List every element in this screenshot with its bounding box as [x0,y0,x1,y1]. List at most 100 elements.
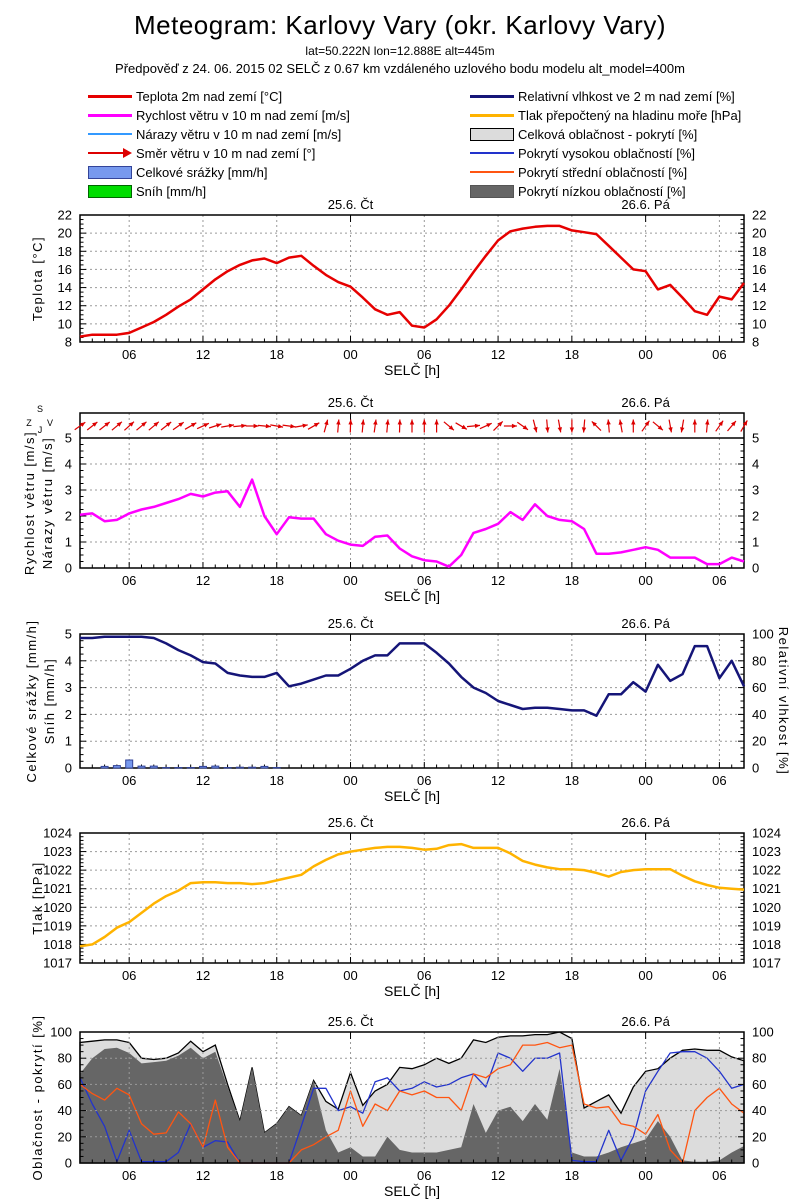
teplota-labels: 8 8 10 10 12 12 14 14 16 16 18 18 20 20 22 22 06 12 18 00 06… [30,197,766,378]
svg-text:1021: 1021 [752,881,781,896]
stredni-oblacnost-line [79,1041,745,1164]
svg-text:12: 12 [196,347,210,362]
svg-text:Rychlost větru [m/s]: Rychlost větru [m/s] [22,431,37,575]
svg-text:06: 06 [122,968,136,983]
svg-text:J: J [38,425,43,435]
svg-text:18: 18 [565,573,579,588]
svg-text:06: 06 [122,347,136,362]
srazky-border [79,633,745,769]
svg-text:20: 20 [752,226,766,241]
svg-text:12: 12 [491,968,505,983]
svg-text:12: 12 [491,347,505,362]
teplota-border [79,214,745,343]
svg-text:25.6. Čt: 25.6. Čt [328,395,374,410]
legend-swatch-line [470,94,514,98]
svg-text:00: 00 [638,573,652,588]
svg-text:18: 18 [565,968,579,983]
series [79,224,745,338]
svg-text:26.6. Pá: 26.6. Pá [621,197,670,212]
svg-text:1023: 1023 [43,844,72,859]
svg-text:00: 00 [343,573,357,588]
humidity-line [80,635,746,717]
svg-text:SELČ [h]: SELČ [h] [384,983,440,999]
cloud-lines [79,1041,745,1164]
svg-text:00: 00 [343,1168,357,1183]
legend-label: Sníh [mm/h] [136,184,207,199]
svg-text:100: 100 [752,1025,774,1040]
svg-text:Z: Z [26,418,32,428]
svg-text:2: 2 [752,509,759,524]
svg-text:60: 60 [58,1077,72,1092]
legend-swatch-line [470,152,514,154]
tlak-labels: 1017 1017 1018 1018 1019 1019 1020 1020 1021 1021… [30,815,781,999]
svg-text:4: 4 [65,457,72,472]
svg-text:Nárazy větru [m/s]: Nárazy větru [m/s] [40,437,55,569]
svg-text:12: 12 [752,298,766,313]
vitr-border [79,412,745,569]
legend-swatch-box [470,128,514,141]
svg-text:1018: 1018 [752,937,781,952]
svg-text:22: 22 [58,208,72,223]
arrow-head-icon [123,148,132,158]
cloud-areas [79,1031,745,1164]
vitr-axes [79,413,745,569]
legend-label: Relativní vlhkost ve 2 m nad zemí [%] [518,89,735,104]
legend-swatch-line [470,171,514,173]
svg-text:14: 14 [58,280,72,295]
svg-text:3: 3 [65,680,72,695]
legend: Teplota 2m nad zemí [°C] Rychlost větru v… [0,88,800,204]
svg-text:06: 06 [122,773,136,788]
svg-text:20: 20 [58,1129,72,1144]
svg-text:1: 1 [65,734,72,749]
svg-text:18: 18 [752,244,766,259]
legend-label: Celkové srážky [mm/h] [136,165,268,180]
svg-text:06: 06 [417,773,431,788]
svg-text:0: 0 [65,1156,72,1171]
svg-text:1017: 1017 [43,956,72,971]
series [79,842,745,948]
legend-swatch-box [88,185,132,198]
svg-text:18: 18 [270,573,284,588]
svg-text:12: 12 [196,968,210,983]
svg-text:Teplota [°C]: Teplota [°C] [30,236,45,321]
svg-text:1017: 1017 [752,956,781,971]
srazky-axes [79,633,745,769]
svg-text:20: 20 [752,734,766,749]
svg-text:60: 60 [752,680,766,695]
svg-text:06: 06 [712,968,726,983]
svg-text:25.6. Čt: 25.6. Čt [328,815,374,830]
oblacnost-axes [79,1031,745,1164]
tlak-axes [79,832,745,964]
svg-text:SELČ [h]: SELČ [h] [384,362,440,378]
svg-text:1024: 1024 [752,826,781,841]
svg-text:0: 0 [752,561,759,576]
svg-text:1: 1 [752,535,759,550]
svg-text:25.6. Čt: 25.6. Čt [328,197,374,212]
page-title: Meteogram: Karlovy Vary (okr. Karlovy Va… [133,10,667,40]
svg-text:06: 06 [122,1168,136,1183]
svg-text:1019: 1019 [43,918,72,933]
svg-text:1020: 1020 [43,900,72,915]
svg-text:1018: 1018 [43,937,72,952]
svg-text:06: 06 [417,968,431,983]
legend-label: Celková oblačnost - pokrytí [%] [518,127,698,142]
svg-text:SELČ [h]: SELČ [h] [384,788,440,804]
svg-text:40: 40 [58,1103,72,1118]
svg-text:18: 18 [58,244,72,259]
svg-text:80: 80 [752,1051,766,1066]
svg-text:06: 06 [122,573,136,588]
svg-text:2: 2 [65,707,72,722]
tlak-border [79,832,745,964]
legend-label: Nárazy větru v 10 m nad zemí [m/s] [136,127,342,142]
svg-text:18: 18 [270,968,284,983]
svg-text:2: 2 [65,509,72,524]
svg-text:5: 5 [752,431,759,446]
svg-text:4: 4 [65,653,72,668]
svg-text:12: 12 [196,773,210,788]
svg-text:10: 10 [58,316,72,331]
svg-text:22: 22 [752,208,766,223]
svg-text:60: 60 [752,1077,766,1092]
